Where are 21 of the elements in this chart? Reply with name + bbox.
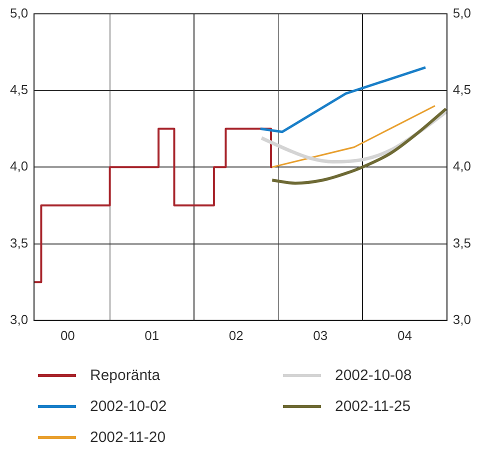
legend-label: Reporänta — [90, 367, 160, 384]
y-tick-label: 3,5 — [10, 235, 28, 250]
y2-tick-label: 3,0 — [452, 312, 472, 327]
y2-tick-label: 3,5 — [452, 235, 472, 250]
y-tick-label: 4,5 — [10, 82, 28, 98]
y2-tick-label: 4,5 — [452, 82, 472, 98]
x-tick-label: 02 — [228, 328, 244, 343]
legend-label: 2002-11-20 — [90, 429, 166, 446]
line-series — [270, 107, 447, 185]
y-tick-label: 5,0 — [10, 5, 28, 20]
y2-tick-label: 5,0 — [452, 5, 472, 20]
x-tick-label: 04 — [398, 328, 412, 343]
x-tick-label: 03 — [313, 328, 328, 343]
x-tick-label: 00 — [60, 328, 75, 343]
y-tick-label: 4,0 — [10, 158, 28, 174]
y2-tick-label: 4,0 — [452, 158, 472, 174]
y-tick-label: 3,0 — [10, 312, 28, 327]
legend-label: 2002-11-25 — [335, 398, 411, 415]
x-tick-label: 01 — [144, 328, 160, 343]
legend-label: 2002-10-08 — [335, 367, 412, 384]
legend-label: 2002-10-02 — [90, 398, 167, 415]
